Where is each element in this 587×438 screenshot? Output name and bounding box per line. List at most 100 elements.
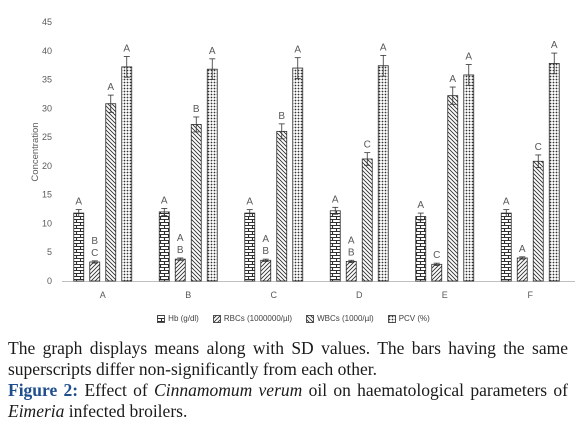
error-bar [91, 260, 98, 264]
error-bar [161, 208, 168, 216]
significance-label: B [193, 104, 200, 115]
bar [463, 74, 475, 282]
bar [431, 263, 443, 282]
error-bar [193, 116, 200, 133]
bar [500, 212, 512, 282]
significance-label: A [107, 82, 114, 93]
bar [329, 210, 341, 282]
bar [158, 211, 170, 282]
significance-label: A [177, 233, 184, 244]
y-tick-label: 5 [47, 247, 52, 257]
bar [73, 212, 85, 282]
bar [548, 63, 560, 282]
error-bar [294, 57, 301, 79]
caption-figure-text: Figure 2: Effect of Cinnamomum verum oil… [8, 380, 568, 422]
y-tick-label: 30 [42, 103, 52, 113]
caption-note: The graph displays means along with SD v… [8, 338, 568, 379]
x-tick-label: B [185, 290, 191, 300]
y-tick-label: 35 [42, 75, 52, 85]
bar [447, 95, 459, 282]
significance-label: C [364, 140, 371, 151]
error-bar [177, 257, 184, 261]
significance-label: C [433, 250, 440, 261]
significance-label: A [262, 234, 269, 245]
error-bar [107, 94, 114, 113]
bar [345, 261, 357, 282]
significance-label: B [91, 236, 98, 247]
significance-label: A [332, 194, 339, 205]
bar [244, 212, 256, 282]
caption-text-2: oil on haematological parameters of [302, 380, 568, 400]
legend-label: RBCs (1000000/µl) [223, 314, 293, 323]
error-bar [246, 209, 253, 217]
error-bar [278, 123, 285, 140]
bar [174, 258, 186, 282]
chart-legend: Hb (g/dl) RBCs (1000000/µl) WBCs (1000/µl)… [0, 314, 587, 323]
legend-item: WBCs (1000/µl) [306, 314, 374, 323]
x-tick-label: F [528, 290, 534, 300]
y-tick-label: 40 [42, 46, 52, 56]
legend-item: Hb (g/dl) [157, 314, 199, 323]
legend-item: RBCs (1000000/µl) [212, 314, 293, 323]
bar [292, 67, 304, 282]
y-tick-label: 10 [42, 218, 52, 228]
significance-label: A [123, 44, 130, 55]
y-tick-label: 45 [42, 17, 52, 27]
significance-label: B [348, 247, 355, 258]
legend-label: WBCs (1000/µl) [317, 314, 374, 323]
error-bar [332, 206, 339, 215]
error-bar [380, 54, 387, 77]
bar [260, 259, 272, 282]
significance-label: A [348, 235, 355, 246]
x-tick-label: E [442, 290, 448, 300]
significance-label: A [465, 52, 472, 63]
x-tick-label: A [100, 290, 106, 300]
y-tick-label: 15 [42, 190, 52, 200]
legend-swatch [157, 314, 166, 323]
error-bar [433, 262, 440, 266]
bar [121, 66, 133, 282]
legend-label: PCV (%) [398, 314, 430, 323]
significance-label: C [535, 142, 542, 153]
significance-label: A [246, 197, 253, 208]
bar [276, 130, 288, 282]
caption-genus: Eimeria [8, 401, 65, 421]
y-tick-label: 0 [47, 276, 52, 286]
bar [377, 65, 389, 282]
bar [361, 158, 373, 282]
significance-label: B [278, 111, 285, 122]
bar [516, 257, 528, 282]
x-tick-label: D [356, 290, 363, 300]
legend-label: Hb (g/dl) [168, 314, 199, 323]
error-bar [75, 209, 82, 217]
y-tick-label: 25 [42, 132, 52, 142]
error-bar [348, 259, 355, 263]
significance-label: A [294, 45, 301, 56]
caption-species: Cinnamomum verum [154, 380, 303, 400]
y-axis: 0 5 10 15 20 25 30 35 40 45 [42, 17, 52, 286]
figure-label: Figure 2: [8, 380, 79, 400]
error-bar [535, 154, 542, 169]
legend-swatch [306, 314, 314, 323]
error-bar [209, 58, 216, 80]
error-bar [262, 258, 269, 262]
caption-text-1: Effect of [78, 380, 155, 400]
bar [206, 68, 218, 282]
legend-swatch [387, 314, 396, 323]
significance-label: A [380, 42, 387, 53]
legend-swatch [212, 314, 221, 323]
bar [415, 216, 427, 282]
significance-label: A [75, 197, 82, 208]
significance-label: B [177, 245, 184, 256]
error-bar [123, 56, 130, 78]
significance-label: A [209, 46, 216, 57]
significance-label: A [161, 195, 168, 206]
bar [89, 261, 101, 282]
significance-label: A [449, 74, 456, 85]
significance-label: B [262, 246, 269, 257]
bar [190, 124, 202, 282]
significance-label: A [551, 40, 558, 51]
error-bar [551, 52, 558, 75]
